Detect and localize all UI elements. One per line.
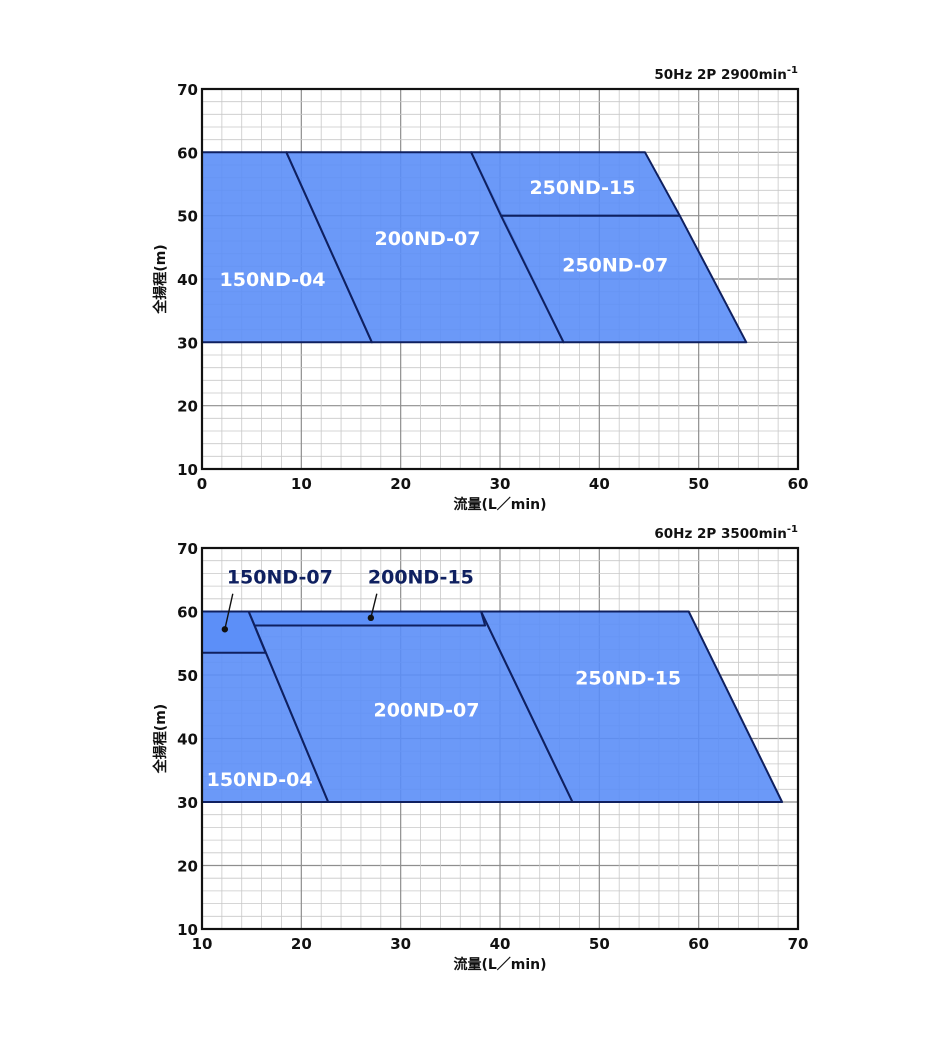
regions <box>201 151 748 344</box>
y-tick-label: 60 <box>177 144 198 162</box>
y-tick-label: 40 <box>177 731 198 749</box>
operating-condition: 60Hz 2P 3500min-1 <box>654 524 798 542</box>
x-tick-label: 60 <box>788 475 809 493</box>
y-tick-label: 50 <box>177 667 198 685</box>
x-tick-label: 40 <box>490 935 511 953</box>
callout-label-150nd-07: 150ND-07 <box>227 567 333 589</box>
y-tick-label: 10 <box>177 921 198 939</box>
y-tick-label: 30 <box>177 334 198 352</box>
region-label-150nd-04: 150ND-04 <box>220 269 326 291</box>
region-label-250nd-07: 250ND-07 <box>562 254 668 276</box>
region-label-200nd-07: 200ND-07 <box>373 699 479 721</box>
condition-text: 50Hz 2P 2900min <box>654 67 787 83</box>
x-tick-label: 50 <box>688 475 709 493</box>
x-tick-label: 40 <box>589 475 610 493</box>
region-250nd-07 <box>500 214 748 344</box>
plot-frame <box>200 546 800 931</box>
region-250nd-15 <box>480 610 784 803</box>
x-tick-label: 30 <box>390 935 411 953</box>
y-tick-label: 60 <box>177 604 198 622</box>
y-axis-title: 全揚程(m) <box>152 244 169 314</box>
region-label-250nd-15: 250ND-15 <box>575 668 681 690</box>
x-tick-label: 0 <box>197 475 207 493</box>
x-tick-label: 20 <box>291 935 312 953</box>
y-tick-label: 70 <box>177 540 198 558</box>
x-tick-label: 10 <box>192 935 213 953</box>
region-label-250nd-15: 250ND-15 <box>529 177 635 199</box>
condition-superscript: -1 <box>787 524 798 535</box>
callout-dot <box>367 614 375 622</box>
x-tick-label: 20 <box>390 475 411 493</box>
x-tick-label: 50 <box>589 935 610 953</box>
condition-text: 60Hz 2P 3500min <box>654 526 787 542</box>
x-tick-label: 70 <box>788 935 809 953</box>
x-axis-title: 流量(L／min) <box>453 496 546 513</box>
y-tick-label: 40 <box>177 271 198 289</box>
regions <box>201 610 784 803</box>
y-tick-label: 10 <box>177 461 198 479</box>
y-tick-label: 30 <box>177 794 198 812</box>
callout-label-200nd-15: 200ND-15 <box>368 567 474 589</box>
x-tick-label: 30 <box>490 475 511 493</box>
chart-2: 150ND-04 200ND-07 250ND-15 150ND-07 200ND-15… <box>152 524 808 973</box>
callout-leader <box>224 593 234 630</box>
plot-frame <box>200 87 800 471</box>
x-tick-label: 60 <box>688 935 709 953</box>
y-tick-label: 20 <box>177 858 198 876</box>
condition-superscript: -1 <box>787 65 798 76</box>
y-tick-label: 70 <box>177 81 198 99</box>
x-tick-label: 10 <box>291 475 312 493</box>
operating-condition: 50Hz 2P 2900min-1 <box>654 65 798 83</box>
region-label-200nd-07: 200ND-07 <box>374 228 480 250</box>
y-tick-label: 20 <box>177 398 198 416</box>
callout-leader <box>370 593 378 619</box>
region-200nd-15 <box>247 610 487 627</box>
x-axis-title: 流量(L／min) <box>453 956 546 973</box>
y-tick-label: 50 <box>177 208 198 226</box>
region-label-150nd-04: 150ND-04 <box>207 769 313 791</box>
y-axis-title: 全揚程(m) <box>152 704 169 774</box>
